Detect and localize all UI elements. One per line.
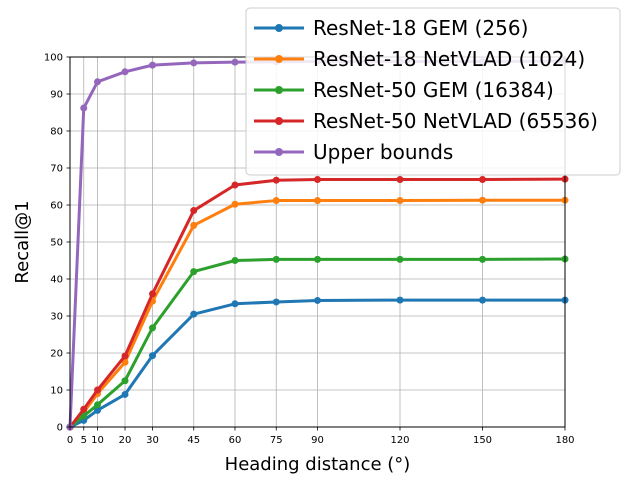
data-point <box>94 386 101 394</box>
data-point <box>121 390 129 398</box>
x-tick-label: 20 <box>119 435 132 446</box>
data-point <box>396 175 404 183</box>
data-point <box>94 78 101 86</box>
series-line <box>68 198 567 429</box>
y-tick-label: 50 <box>50 238 63 249</box>
data-point <box>272 197 280 205</box>
x-tick-label: 75 <box>270 435 283 446</box>
data-point <box>190 268 198 276</box>
series-3 <box>66 175 569 431</box>
x-tick-label: 10 <box>91 435 104 446</box>
y-tick-label: 10 <box>50 386 63 397</box>
data-point <box>80 405 88 413</box>
data-point <box>149 290 156 298</box>
data-point <box>121 352 129 360</box>
y-tick-label: 100 <box>44 53 63 64</box>
data-point <box>479 255 486 263</box>
legend-label: ResNet-18 GEM (256) <box>313 16 528 40</box>
data-point <box>272 176 280 184</box>
legend-marker <box>275 86 283 94</box>
data-point <box>121 68 129 76</box>
x-tick-label: 120 <box>390 435 409 446</box>
data-point <box>149 324 156 332</box>
data-point <box>396 255 404 263</box>
y-tick-label: 0 <box>57 423 63 434</box>
data-point <box>396 197 404 205</box>
legend: ResNet-18 GEM (256) ResNet-18 NetVLAD (10… <box>245 7 621 176</box>
y-axis-label: Recall@1 <box>12 200 33 283</box>
data-point <box>149 352 156 360</box>
x-axis-label: Heading distance (°) <box>225 454 411 475</box>
legend-item: Upper bounds <box>254 140 453 164</box>
data-point <box>94 406 101 414</box>
data-point <box>94 401 101 409</box>
legend-label: ResNet-50 NetVLAD (65536) <box>313 109 598 133</box>
legend-label: ResNet-50 GEM (16384) <box>313 78 554 102</box>
legend-marker <box>275 117 283 125</box>
data-point <box>121 377 129 385</box>
series-0 <box>66 296 569 431</box>
data-point <box>479 296 486 304</box>
data-point <box>231 181 239 189</box>
x-tick-label: 60 <box>229 435 242 446</box>
legend-item: ResNet-50 NetVLAD (65536) <box>254 109 598 133</box>
legend-box <box>245 7 621 176</box>
data-point <box>479 175 486 183</box>
y-tick-label: 70 <box>50 164 63 175</box>
legend-marker <box>275 148 283 156</box>
y-tick-label: 30 <box>50 312 63 323</box>
x-tick-label: 0 <box>67 435 73 446</box>
x-tick-label: 45 <box>187 435 200 446</box>
data-point <box>314 197 321 205</box>
data-point <box>396 296 404 304</box>
x-tick-label: 90 <box>311 435 324 446</box>
data-point <box>190 221 198 229</box>
data-point <box>314 255 321 263</box>
legend-label: ResNet-18 NetVLAD (1024) <box>313 47 585 71</box>
data-point <box>190 207 198 215</box>
data-point <box>231 257 239 264</box>
y-tick-label: 90 <box>50 90 63 101</box>
legend-item: ResNet-50 GEM (16384) <box>254 78 554 102</box>
data-point <box>272 255 280 263</box>
y-tick-label: 60 <box>50 201 63 212</box>
data-point <box>231 300 239 308</box>
x-tick-label: 5 <box>81 435 87 446</box>
y-tick-label: 20 <box>50 349 63 360</box>
legend-label: Upper bounds <box>313 140 453 164</box>
data-point <box>314 175 321 183</box>
y-tick-label: 40 <box>50 275 63 286</box>
legend-marker <box>275 55 283 63</box>
legend-item: ResNet-18 GEM (256) <box>254 16 528 40</box>
legend-item: ResNet-18 NetVLAD (1024) <box>254 47 585 71</box>
data-point <box>272 298 280 306</box>
data-point <box>80 412 88 420</box>
data-point <box>190 310 198 318</box>
data-point <box>149 61 156 69</box>
x-tick-label: 30 <box>146 435 159 446</box>
x-tick-label: 180 <box>555 435 574 446</box>
data-point <box>231 58 239 66</box>
data-point <box>190 59 198 67</box>
y-tick-label: 80 <box>50 127 63 138</box>
data-point <box>314 296 321 304</box>
x-axis-ticks: 0 5 10 20 30 45 60 75 90 120 150 180 <box>67 427 575 446</box>
x-tick-label: 150 <box>473 435 492 446</box>
series-line <box>68 177 567 429</box>
data-point <box>231 200 239 208</box>
data-point <box>479 196 486 204</box>
y-axis-ticks: 0 10 20 30 40 50 60 70 80 90 100 <box>44 53 70 434</box>
legend-marker <box>275 24 283 32</box>
data-point <box>80 104 88 112</box>
